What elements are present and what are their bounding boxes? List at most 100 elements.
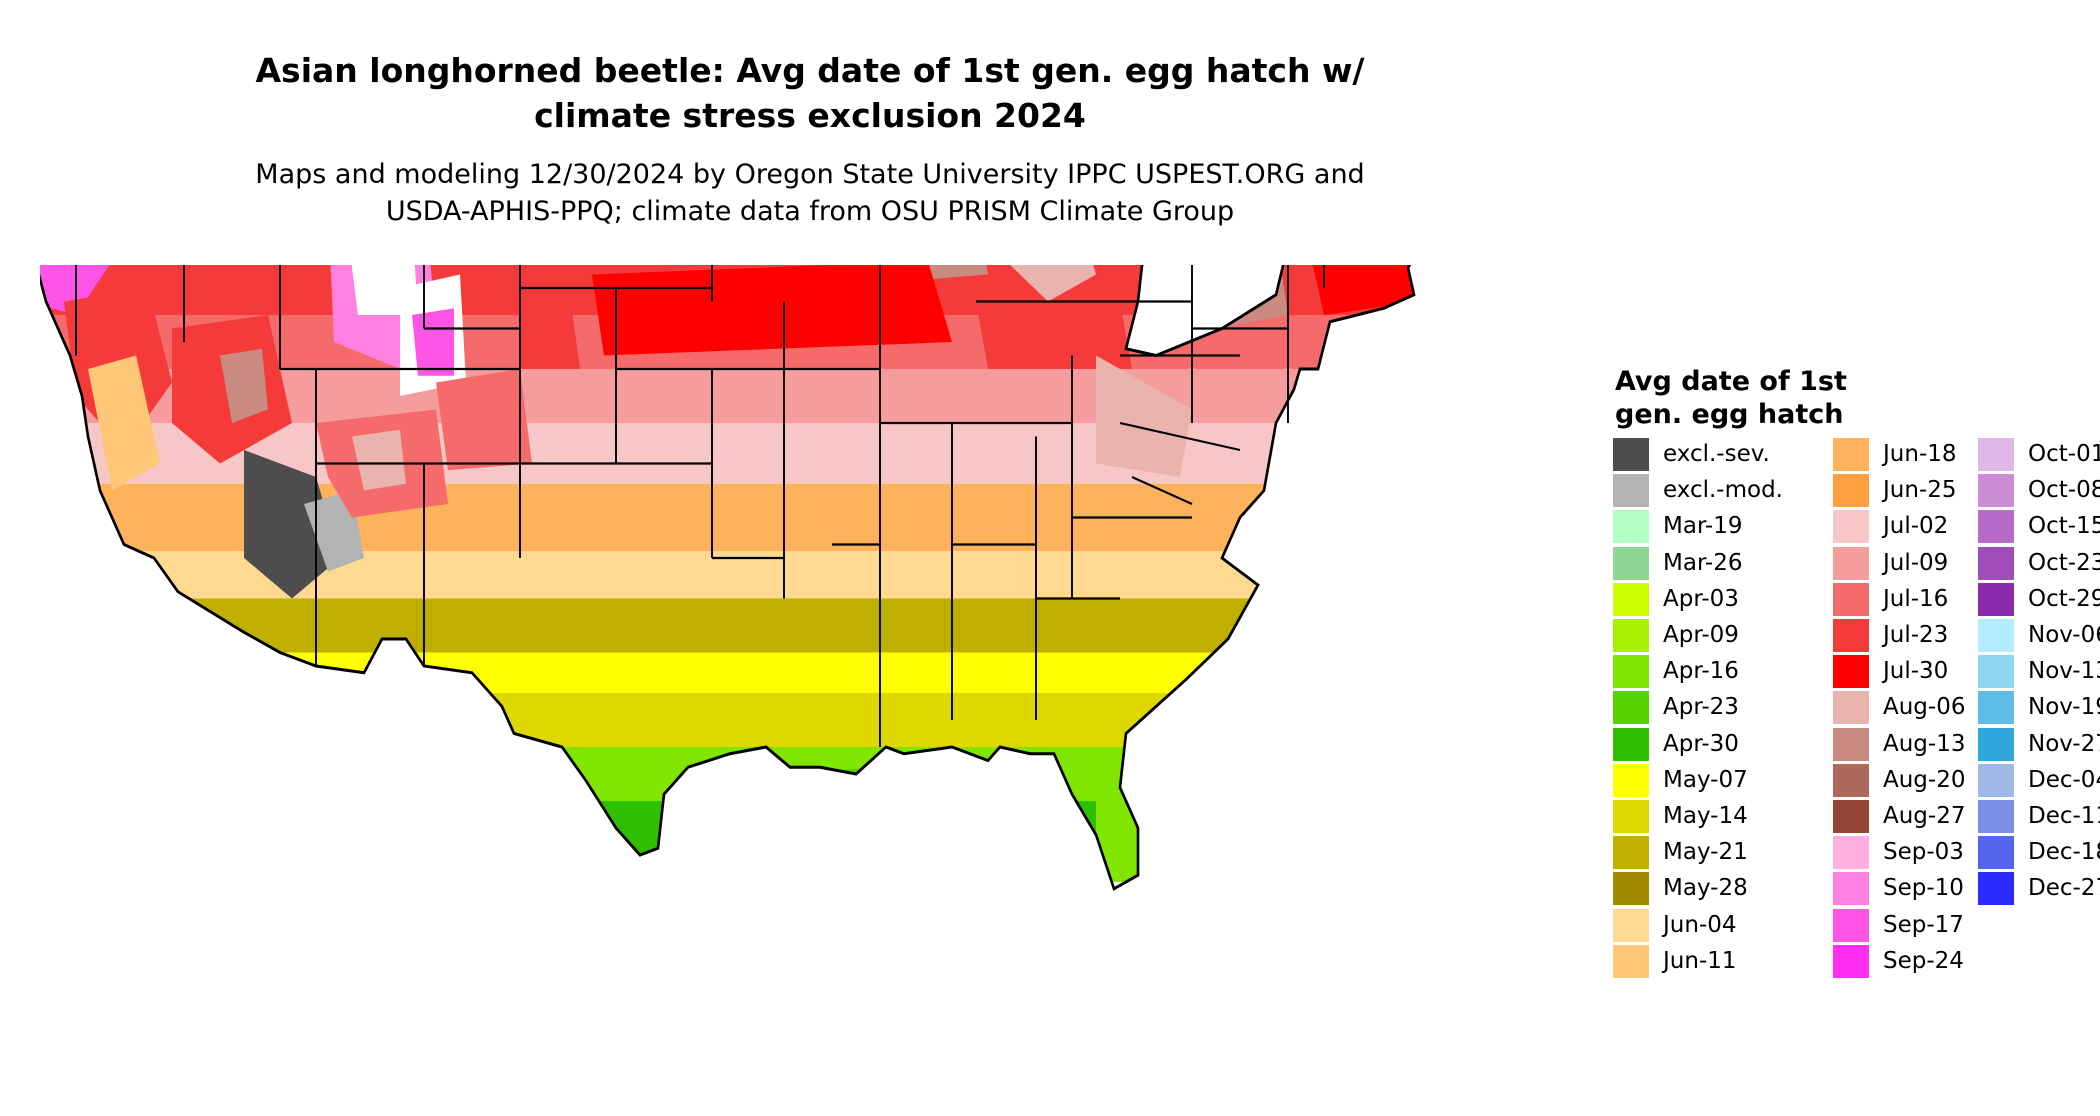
legend-item: excl.-mod.: [1613, 473, 1813, 508]
legend-swatch: [1978, 800, 2014, 833]
legend-label: Jun-25: [1883, 477, 1957, 504]
legend-label: May-07: [1663, 766, 1748, 793]
legend-swatch: [1833, 546, 1869, 580]
legend-label: Nov-06: [2028, 622, 2100, 648]
hatch-region: [592, 265, 953, 356]
legend-label: May-14: [1663, 803, 1748, 829]
legend-swatch: [1978, 872, 2014, 906]
legend-swatch: [1833, 763, 1869, 797]
legend-swatch: [1833, 474, 1869, 508]
legend-label: Dec-18: [2028, 839, 2100, 866]
legend-swatch: [1833, 438, 1869, 471]
legend-label: May-28: [1663, 875, 1748, 902]
legend-swatch: [1613, 510, 1649, 544]
legend-label: Apr-16: [1663, 658, 1739, 685]
legend-swatch: [1833, 582, 1869, 616]
legend-swatch: [1978, 655, 2014, 689]
legend-item: Jun-25: [1833, 473, 2033, 508]
legend-label: Aug-06: [1883, 694, 1966, 721]
legend-item: Nov-19: [1978, 690, 2100, 725]
legend-swatch: [1833, 944, 1869, 978]
legend-label: Nov-13: [2028, 658, 2100, 685]
legend-item: Aug-27: [1833, 799, 2033, 833]
legend-swatch: [1613, 872, 1649, 906]
legend-item: Nov-27: [1978, 727, 2100, 761]
legend-item: Dec-18: [1978, 835, 2100, 870]
legend-label: Aug-20: [1883, 766, 1966, 793]
legend-item: Jun-18: [1833, 437, 2033, 471]
legend-title: Avg date of 1st gen. egg hatch: [1615, 365, 1847, 431]
legend-item: Oct-08: [1978, 473, 2100, 508]
legend-swatch: [1613, 944, 1649, 978]
legend-label: May-21: [1663, 839, 1748, 866]
legend-label: Jul-30: [1883, 658, 1949, 685]
legend-swatch: [1978, 619, 2014, 652]
legend-swatch: [1833, 691, 1869, 725]
legend-label: Jul-09: [1883, 549, 1949, 576]
hatch-region: [436, 369, 532, 471]
map-subtitle-line1: Maps and modeling 12/30/2024 by Oregon S…: [255, 159, 1365, 190]
legend-item: Jul-30: [1833, 654, 2033, 689]
legend-swatch: [1833, 727, 1869, 761]
legend-swatch: [1613, 546, 1649, 580]
legend-label: excl.-mod.: [1663, 477, 1783, 504]
legend-item: May-21: [1613, 835, 1813, 870]
legend-swatch: [1613, 727, 1649, 761]
legend-label: Nov-27: [2028, 730, 2100, 757]
hatch-region: [976, 301, 1132, 369]
legend-item: Apr-03: [1613, 582, 1813, 616]
legend-swatch: [1613, 908, 1649, 942]
legend-item: Oct-01: [1978, 437, 2100, 471]
legend-item: Jul-23: [1833, 618, 2033, 652]
legend-swatch: [1978, 727, 2014, 761]
legend-item: Aug-13: [1833, 727, 2033, 761]
legend-item: Oct-29: [1978, 582, 2100, 616]
us-egg-hatch-map: [40, 265, 1434, 891]
map-subtitle: Maps and modeling 12/30/2024 by Oregon S…: [0, 156, 1620, 230]
legend-label: Dec-27: [2028, 875, 2100, 902]
legend-item: Aug-20: [1833, 763, 2033, 797]
map-title-line2: climate stress exclusion 2024: [534, 96, 1086, 135]
map-subtitle-line2: USDA-APHIS-PPQ; climate data from OSU PR…: [385, 196, 1235, 227]
legend-item: Mar-26: [1613, 546, 1813, 580]
legend-label: Sep-10: [1883, 875, 1964, 902]
legend-item: Apr-30: [1613, 727, 1813, 761]
legend-item: excl.-sev.: [1613, 437, 1813, 471]
state-boundary: [1131, 475, 1193, 506]
legend-swatch: [1613, 582, 1649, 616]
legend-label: Mar-19: [1663, 513, 1743, 540]
legend-swatch: [1833, 510, 1869, 544]
hatch-region: [1096, 355, 1192, 477]
legend-label: Apr-30: [1663, 730, 1739, 757]
legend-swatch: [1613, 800, 1649, 833]
legend-swatch: [1978, 763, 2014, 797]
hatch-band: [40, 652, 1433, 693]
hatch-region: [40, 265, 113, 316]
legend-item: Apr-16: [1613, 654, 1813, 689]
hatch-region: [760, 767, 905, 882]
legend-title-line1: Avg date of 1st: [1615, 366, 1847, 397]
legend-label: Jul-23: [1883, 622, 1949, 648]
legend-swatch: [1833, 800, 1869, 833]
legend-item: May-14: [1613, 799, 1813, 833]
legend-swatch: [1978, 836, 2014, 870]
legend-label: Mar-26: [1663, 549, 1743, 576]
legend-swatch: [1613, 474, 1649, 508]
legend-swatch: [1978, 546, 2014, 580]
legend-item: Oct-15: [1978, 509, 2100, 544]
legend-swatch: [1978, 691, 2014, 725]
legend-item: Dec-27: [1978, 871, 2100, 906]
hatch-region: [412, 308, 455, 376]
legend-label: Jun-18: [1883, 441, 1957, 467]
legend-swatch: [1978, 438, 2014, 471]
legend-title-line2: gen. egg hatch: [1615, 399, 1844, 430]
legend-item: Oct-23: [1978, 546, 2100, 580]
legend-item: Sep-24: [1833, 944, 2033, 978]
hatch-region: [88, 355, 160, 491]
state-boundary: [1119, 421, 1241, 452]
hatch-band: [40, 801, 1433, 882]
legend-label: Jul-16: [1883, 585, 1949, 612]
legend-swatch: [1613, 438, 1649, 471]
legend-item: Jul-02: [1833, 509, 2033, 544]
legend-label: Oct-29: [2028, 585, 2100, 612]
